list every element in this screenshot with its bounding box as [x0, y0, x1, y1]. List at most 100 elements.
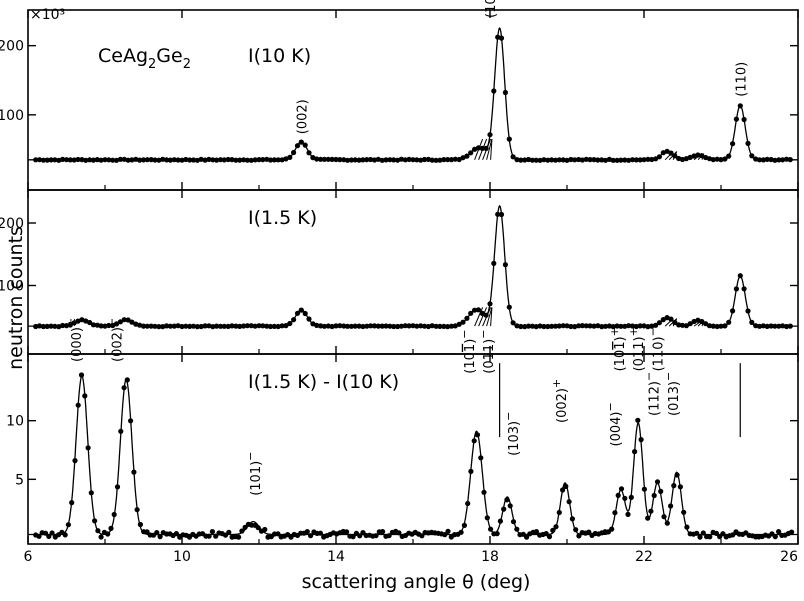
data-point: [121, 156, 127, 162]
data-point: [651, 492, 657, 499]
data-point: [237, 157, 243, 163]
data-point: [117, 319, 123, 325]
data-point: [658, 488, 664, 494]
data-point: [383, 157, 389, 163]
data-point: [314, 322, 320, 328]
data-point: [233, 157, 239, 163]
data-point: [522, 157, 528, 163]
data-point: [88, 490, 94, 496]
data-point: [591, 323, 597, 329]
data-point: [726, 153, 732, 159]
data-point: [352, 157, 358, 163]
data-point: [468, 310, 474, 316]
data-point: [433, 157, 439, 163]
data-point: [529, 157, 536, 163]
data-point: [333, 323, 339, 329]
data-point: [787, 157, 793, 163]
data-point: [518, 157, 524, 163]
data-point: [710, 157, 716, 163]
data-point: [501, 506, 507, 512]
data-point: [632, 449, 638, 455]
data-point: [714, 323, 720, 330]
data-point: [52, 157, 58, 163]
data-point: [40, 157, 47, 163]
data-point: [229, 157, 235, 163]
data-point: [783, 156, 790, 162]
y-tick-label: 5: [15, 472, 24, 488]
data-point: [173, 531, 179, 537]
data-point: [140, 157, 147, 163]
data-point: [65, 522, 71, 528]
hatch-line: [693, 153, 703, 161]
hatch-line: [672, 151, 678, 160]
data-point: [373, 533, 379, 539]
data-point: [448, 323, 455, 329]
data-point: [225, 156, 231, 163]
data-point: [69, 500, 75, 506]
data-point: [271, 157, 277, 163]
data-point: [306, 150, 312, 156]
data-point: [128, 418, 134, 424]
data-point: [563, 483, 569, 489]
hatch-line: [474, 138, 484, 160]
data-point: [357, 533, 363, 539]
data-point: [465, 500, 471, 507]
data-point: [63, 157, 70, 163]
data-point: [718, 157, 724, 163]
data-point: [760, 157, 767, 163]
data-point: [461, 522, 467, 529]
data-point: [252, 157, 258, 163]
data-point: [694, 530, 700, 536]
data-point: [198, 323, 204, 330]
data-point: [183, 156, 189, 163]
data-point: [321, 156, 327, 162]
y-tick-label: 100: [0, 279, 24, 295]
data-point: [279, 323, 285, 329]
data-point: [525, 323, 532, 329]
data-point: [671, 483, 677, 489]
data-point: [236, 534, 242, 540]
data-point: [190, 323, 197, 329]
data-point: [649, 323, 655, 329]
data-point: [586, 529, 592, 535]
data-point: [67, 322, 73, 328]
data-point: [264, 323, 270, 329]
data-point: [348, 157, 354, 163]
data-point: [421, 156, 428, 163]
data-point: [387, 157, 393, 163]
data-point: [780, 157, 786, 163]
data-point: [134, 507, 140, 513]
data-point: [260, 323, 266, 329]
data-point: [160, 324, 166, 330]
data-point: [210, 157, 216, 163]
data-point: [283, 323, 289, 329]
data-point: [44, 157, 50, 163]
panel-10k: 100 200 (002) (101) (110): [0, 0, 799, 191]
data-point: [741, 116, 747, 123]
data-point: [60, 322, 66, 329]
data-point: [626, 323, 632, 329]
panel-frame: [27, 189, 799, 355]
data-point: [152, 157, 158, 163]
hatch-line: [701, 153, 705, 160]
data-point: [386, 533, 392, 539]
data-point: [95, 528, 101, 534]
data-point: [391, 157, 397, 163]
data-point: [75, 318, 81, 324]
data-point: [125, 317, 131, 323]
data-point: [36, 323, 43, 329]
x-tick-label: 18: [481, 549, 499, 565]
data-point: [537, 323, 543, 329]
data-point: [183, 323, 189, 329]
data-point: [291, 149, 297, 156]
data-point: [541, 323, 547, 330]
data-point: [275, 157, 281, 163]
data-point: [649, 156, 655, 163]
data-point: [518, 323, 524, 330]
hatch-line: [482, 138, 492, 160]
data-point: [414, 157, 420, 163]
data-point: [722, 156, 728, 162]
data-point: [321, 323, 327, 329]
data-point: [733, 116, 740, 122]
data-point: [421, 323, 428, 329]
